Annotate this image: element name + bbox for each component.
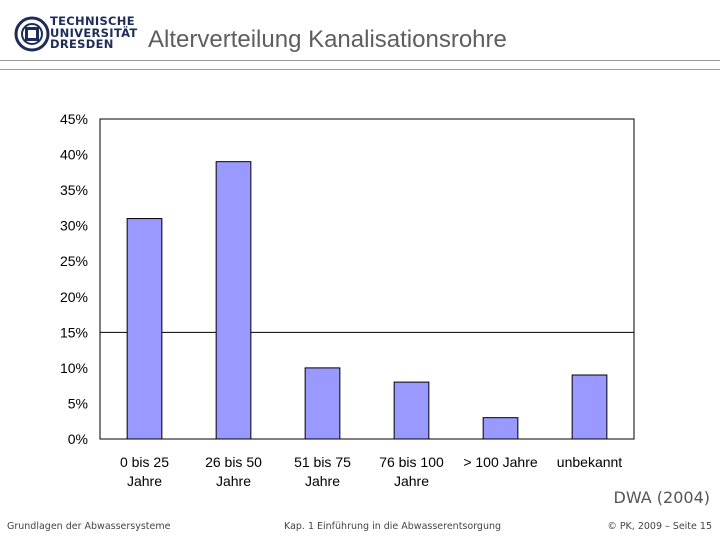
bar — [126, 218, 163, 440]
x-tick-label: 26 bis 50 — [205, 454, 262, 470]
footer-page: © PK, 2009 – Seite 15 — [607, 521, 712, 532]
x-tick-label: 0 bis 25 — [120, 454, 169, 470]
bar — [571, 374, 608, 440]
y-tick-label: 5% — [68, 395, 88, 411]
bar — [482, 417, 519, 440]
bar — [215, 161, 252, 440]
logo-line-2: UNIVERSITÄT — [50, 25, 138, 40]
footer-chapter: Kap. 1 Einführung in die Abwasserentsorg… — [284, 521, 502, 532]
tu-dresden-emblem-icon — [14, 16, 50, 52]
slide-title: Alterverteilung Kanalisationsrohre — [148, 26, 507, 53]
tu-dresden-logo — [12, 14, 137, 54]
x-tick-label: Jahre — [305, 473, 340, 489]
x-tick-label: Jahre — [394, 473, 429, 489]
y-tick-label: 20% — [60, 289, 88, 305]
y-tick-label: 10% — [60, 360, 88, 376]
y-tick-label: 45% — [60, 111, 88, 127]
y-tick-label: 35% — [60, 182, 88, 198]
footer-course: Grundlagen der Abwassersysteme — [7, 521, 171, 532]
x-tick-label: unbekannt — [557, 454, 623, 470]
x-tick-label: Jahre — [127, 473, 162, 489]
y-tick-label: 0% — [68, 431, 88, 447]
bar — [393, 381, 430, 440]
header-rule-top — [0, 60, 720, 61]
header-rule-bottom — [0, 69, 720, 70]
y-tick-label: 30% — [60, 218, 88, 234]
x-tick-label: > 100 Jahre — [463, 454, 538, 470]
logo-line-3: DRESDEN — [50, 37, 114, 51]
logo-line-1: TECHNISCHE — [50, 14, 135, 28]
y-tick-label: 40% — [60, 147, 88, 163]
x-tick-label: Jahre — [216, 473, 251, 489]
bar — [304, 367, 341, 440]
y-tick-label: 25% — [60, 253, 88, 269]
plot-area — [99, 118, 635, 440]
source-citation: DWA (2004) — [613, 488, 711, 507]
y-tick-label: 15% — [60, 324, 88, 340]
x-tick-label: 51 bis 75 — [294, 454, 351, 470]
x-tick-label: 76 bis 100 — [379, 454, 444, 470]
university-name: TECHNISCHE UNIVERSITÄT DRESDEN — [50, 14, 138, 51]
